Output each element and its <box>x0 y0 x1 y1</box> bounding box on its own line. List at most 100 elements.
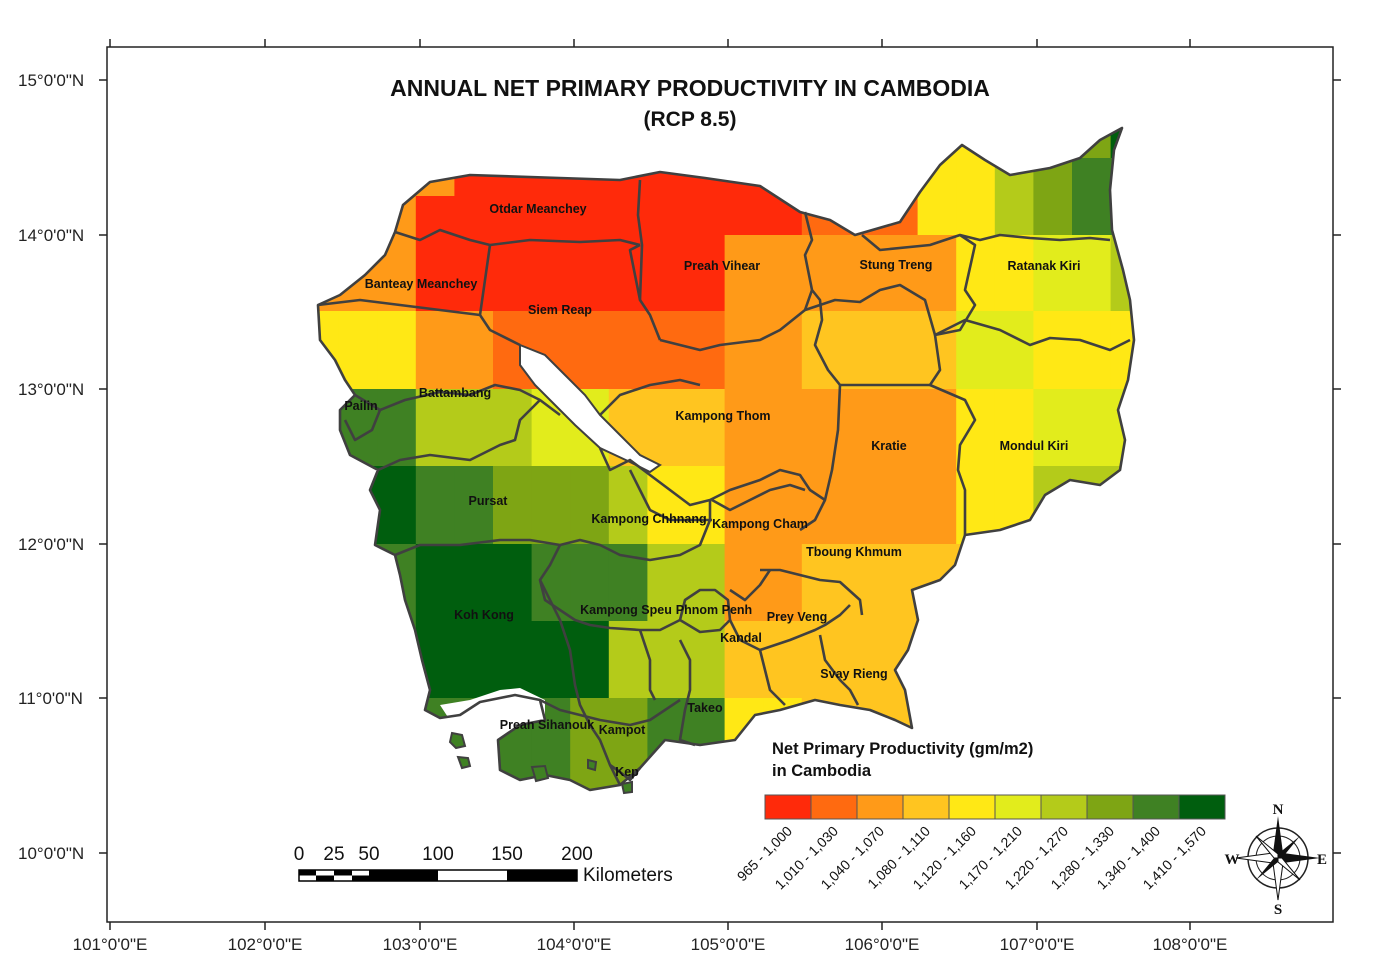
raster-cell <box>493 621 533 661</box>
raster-cell <box>1110 158 1134 197</box>
raster-cell <box>647 235 687 274</box>
raster-cell <box>318 582 340 622</box>
raster-cell <box>415 350 456 390</box>
raster-cell <box>338 196 379 236</box>
island <box>620 780 633 795</box>
tonle-sap-lake <box>519 343 662 474</box>
raster-cell <box>840 128 880 159</box>
raster-cell <box>917 196 958 236</box>
province-label: Preah Vihear <box>684 259 760 273</box>
legend-swatch <box>902 794 950 820</box>
raster-cell <box>415 196 456 236</box>
raster-cell <box>608 466 649 505</box>
raster-cell <box>531 776 572 790</box>
raster-cell <box>1033 350 1073 390</box>
raster-cell <box>454 273 494 312</box>
province-label: Siem Reap <box>528 303 592 317</box>
raster-cell <box>318 737 340 777</box>
raster-cell <box>1033 235 1073 274</box>
raster-cell <box>763 427 803 467</box>
raster-cell <box>879 698 919 738</box>
raster-cell <box>454 582 494 622</box>
raster-cell <box>879 311 919 351</box>
raster-cell <box>415 504 456 545</box>
raster-cell <box>318 776 340 790</box>
raster-cell <box>724 698 765 738</box>
raster-cell <box>917 389 958 428</box>
raster-cell <box>338 128 379 159</box>
raster-cell <box>1033 544 1073 583</box>
legend-swatch <box>764 794 812 820</box>
raster-cell <box>994 427 1035 467</box>
scale-unit-label: Kilometers <box>583 865 673 886</box>
raster-cell <box>724 350 765 390</box>
raster-cell <box>415 582 456 622</box>
raster-cell <box>493 311 533 351</box>
raster-cell <box>686 196 726 236</box>
raster-cell <box>917 427 958 467</box>
raster-cell <box>917 466 958 505</box>
raster-cell <box>647 544 687 583</box>
raster-cell <box>647 128 687 159</box>
raster-cell <box>1033 427 1073 467</box>
raster-cell <box>801 582 842 622</box>
province-label: Pursat <box>469 494 509 508</box>
scale-bar: 0 25 50 100 150 200 Kilometers <box>294 844 673 886</box>
raster-cell <box>318 311 340 351</box>
map-title: ANNUAL NET PRIMARY PRODUCTIVITY IN CAMBO… <box>390 75 990 101</box>
legend-swatch <box>994 794 1042 820</box>
raster-cell <box>956 660 996 699</box>
raster-cell <box>956 621 996 661</box>
raster-cell <box>338 504 379 545</box>
province-label: Pailin <box>344 399 377 413</box>
compass-e: E <box>1317 852 1327 868</box>
raster-cell <box>608 196 649 236</box>
raster-cell <box>570 273 610 312</box>
raster-cell <box>840 235 880 274</box>
raster-cell <box>956 350 996 390</box>
raster-cell <box>879 544 919 583</box>
raster-cell <box>415 311 456 351</box>
province-label: Takeo <box>687 701 723 715</box>
raster-cell <box>840 698 880 738</box>
legend-swatch <box>810 794 858 820</box>
raster-cell <box>608 698 649 738</box>
raster-cell <box>415 273 456 312</box>
raster-cell <box>1072 544 1112 583</box>
raster-cell <box>724 544 765 583</box>
raster-cell <box>318 235 340 274</box>
scale-tick-label: 150 <box>491 844 523 865</box>
raster-cell <box>840 350 880 390</box>
scale-tick-label: 0 <box>294 844 305 865</box>
raster-cell <box>318 196 340 236</box>
map-frame <box>106 46 1334 923</box>
legend-title: Net Primary Productivity (gm/m2) in Camb… <box>772 738 1033 782</box>
raster-cell <box>956 582 996 622</box>
raster-cell <box>1072 235 1112 274</box>
raster-cell <box>338 660 379 699</box>
province-label: Kampong Thom <box>675 409 770 423</box>
raster-cell <box>801 128 842 159</box>
lat-label: 14°0'0"N <box>18 226 84 245</box>
raster-cell <box>994 582 1035 622</box>
province-label: Koh Kong <box>454 608 514 622</box>
raster-cell <box>956 544 996 583</box>
raster-cell <box>956 389 996 428</box>
island <box>530 764 550 783</box>
raster-cell <box>338 621 379 661</box>
raster-cell <box>415 466 456 505</box>
raster-cell <box>1072 158 1112 197</box>
raster-cell <box>493 128 533 159</box>
raster-cell <box>377 660 417 699</box>
raster-cell <box>415 235 456 274</box>
raster-cell <box>994 235 1035 274</box>
raster-cell <box>338 544 379 583</box>
province-label: Kampot <box>599 723 646 737</box>
raster-cell <box>840 660 880 699</box>
raster-cell <box>1072 621 1112 661</box>
raster-cell <box>454 660 494 699</box>
raster-cell <box>1072 350 1112 390</box>
raster-cell <box>608 660 649 699</box>
raster-cell <box>531 273 572 312</box>
raster-cell <box>318 504 340 545</box>
